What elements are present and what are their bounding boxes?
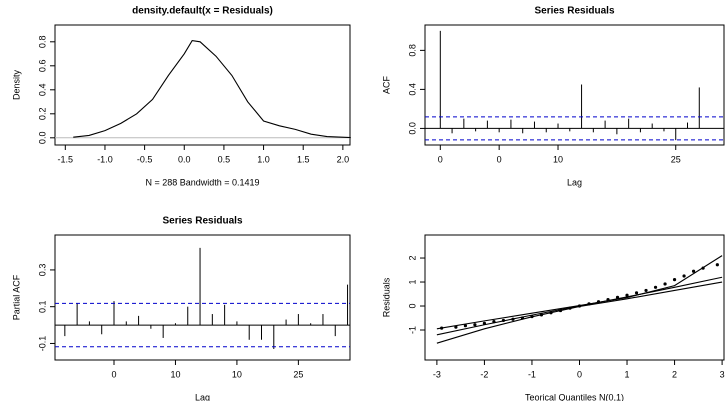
x-tick-label: 25 [671,154,681,164]
y-tick-label: 0 [407,304,417,309]
point [440,326,444,330]
x-tick-label: 0 [111,369,116,379]
y-axis-label: ACF [381,75,391,94]
chart-title: Series Residuals [534,6,614,17]
x-axis-label: Lag [567,177,582,187]
x-tick-label: 10 [232,369,242,379]
chart-title: density.default(x = Residuals) [132,6,273,17]
x-tick-label: -3 [433,369,441,379]
point [530,314,534,319]
x-tick-label: 1.5 [297,154,310,164]
density-line [73,40,351,139]
point [587,302,591,306]
y-axis-label: Residuals [381,277,391,317]
point [454,325,458,329]
plot-box [424,234,725,361]
point [511,317,515,321]
plot-box [424,24,725,146]
point [473,323,477,327]
y-tick-label: 0.8 [37,36,47,49]
y-tick-label: -0.1 [37,336,47,352]
y-axis-label: Density [11,69,21,100]
point [715,263,719,267]
point [606,297,610,302]
x-tick-label: 2 [672,369,677,379]
point [615,295,620,299]
x-tick-label: -1.0 [97,154,113,164]
y-tick-label: 0.1 [37,300,47,313]
x-tick-label: -0.5 [137,154,153,164]
x-tick-label: -1 [528,369,536,379]
point [653,285,658,289]
point [691,269,696,273]
y-tick-label: 0.4 [37,84,47,97]
x-tick-label: -2 [480,369,488,379]
point [634,291,639,295]
x-tick-label: 0 [577,369,582,379]
point [625,293,629,297]
x-tick-label: 0.0 [178,154,191,164]
x-tick-label: 10 [170,369,180,379]
x-tick-label: 3 [720,369,725,379]
point [663,282,667,286]
y-tick-label: 2 [407,256,417,261]
point [644,288,648,293]
point [549,311,553,315]
y-tick-label: 0.0 [37,132,47,145]
point [492,320,496,324]
x-tick-label: 2.0 [337,154,350,164]
point [463,324,468,328]
x-axis-label: Lag [195,392,210,401]
point [558,308,563,313]
y-tick-label: 0.3 [37,264,47,277]
point [672,278,677,282]
x-tick-label: 10 [553,154,563,164]
point [682,274,686,278]
x-axis-label: Teorical Quantiles N(0,1) [525,392,624,401]
point [482,321,487,325]
plot-box [54,234,351,361]
point [520,316,525,320]
x-tick-label: 0 [497,154,502,164]
y-tick-label: 0.6 [37,60,47,73]
x-tick-label: -1.5 [58,154,74,164]
y-tick-label: 0.2 [37,108,47,121]
point [577,304,582,308]
x-tick-label: 25 [293,369,303,379]
x-axis-label: N = 288 Bandwidth = 0.1419 [145,177,259,187]
y-tick-label: 0.8 [407,44,417,57]
point [596,300,601,304]
x-tick-label: 1.0 [257,154,270,164]
y-tick-label: -1 [407,326,417,334]
x-tick-label: 0 [438,154,443,164]
point [701,266,705,270]
x-tick-label: 0.5 [218,154,231,164]
chart-title: Series Residuals [162,216,242,227]
x-tick-label: 1 [625,369,630,379]
y-tick-label: 1 [407,280,417,285]
plot-box [54,24,351,146]
envelope-line [436,281,723,344]
y-axis-label: Partial ACF [11,274,21,320]
point [501,318,506,323]
envelope-line [436,255,723,330]
y-tick-label: 0.4 [407,83,417,96]
point [568,306,572,310]
y-tick-label: 0.0 [407,122,417,135]
point [539,313,544,317]
